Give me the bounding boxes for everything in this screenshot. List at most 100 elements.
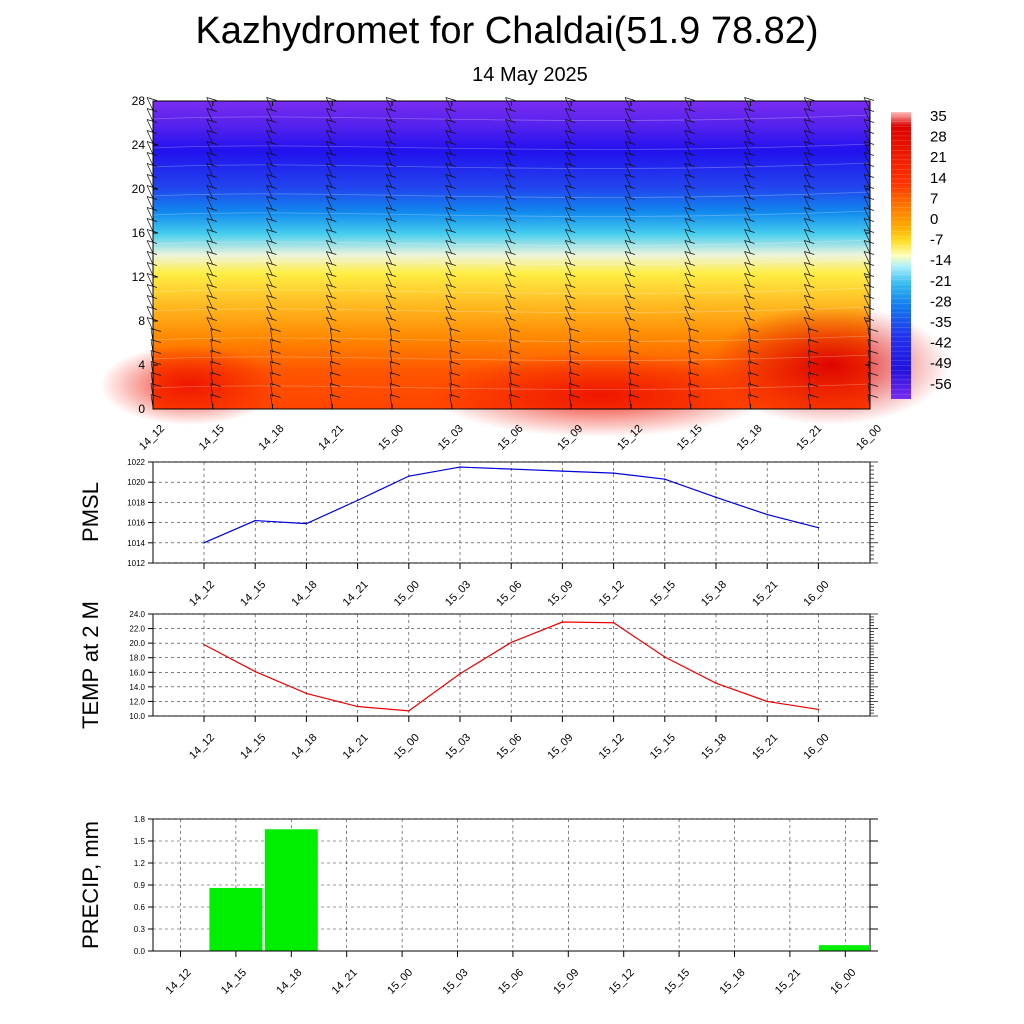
wind-barb: [688, 328, 692, 342]
x-tick-label: 14_15: [238, 732, 268, 762]
wind-barb-flag: [385, 273, 397, 277]
wind-barb: [624, 262, 632, 276]
x-tick-label: 14_15: [219, 967, 249, 997]
wind-barb: [206, 240, 214, 254]
warm-region: [100, 345, 280, 425]
wind-barb: [445, 174, 453, 188]
wind-barb: [564, 306, 572, 320]
wind-barb: [329, 328, 333, 342]
wind-barb: [266, 317, 273, 331]
wind-barb: [329, 350, 333, 364]
wind-barb-flag: [326, 306, 337, 310]
x-tick-label: 15_06: [494, 579, 524, 609]
wind-barb: [270, 350, 273, 364]
data-point: [305, 522, 308, 525]
contour-line: [152, 383, 871, 390]
y-tick-label: 1.8: [134, 815, 146, 824]
wind-barb: [748, 339, 751, 353]
wind-barb-flag: [565, 273, 576, 277]
wind-barb: [807, 328, 811, 342]
wind-barb: [445, 229, 453, 243]
wind-barb-flag: [744, 229, 755, 233]
wind-barb: [325, 240, 333, 254]
wind-barb-flag: [206, 152, 217, 156]
y-tick-label: 1.2: [134, 859, 146, 868]
data-point: [254, 670, 256, 673]
wind-barb-flag: [146, 97, 158, 101]
wind-barb-flag: [206, 108, 217, 112]
wind-barb: [270, 372, 273, 386]
data-point: [408, 710, 410, 712]
wind-barb-flag: [744, 97, 755, 101]
wind-barb: [266, 273, 273, 287]
wind-barb: [146, 174, 154, 188]
wind-barb-flag: [266, 295, 277, 299]
wind-barb: [266, 218, 273, 232]
wind-barb: [505, 141, 512, 155]
wind-barb-flag: [445, 251, 456, 255]
wind-barb: [863, 229, 871, 243]
wind-barb-flag: [445, 317, 456, 321]
wind-barb: [445, 251, 453, 265]
wind-barb-flag: [445, 262, 456, 266]
wind-barb: [688, 361, 692, 375]
wind-barb: [505, 130, 512, 144]
wind-barb-flag: [445, 97, 456, 101]
colorbar-tick-label: -7: [930, 232, 943, 249]
wind-barb: [146, 284, 154, 298]
wind-barb: [628, 339, 632, 353]
wind-barb: [564, 196, 572, 210]
wind-barb: [146, 141, 154, 155]
wind-barb: [624, 273, 632, 287]
data-point: [356, 499, 359, 502]
wind-barb: [206, 174, 214, 188]
wind-barb: [146, 262, 154, 276]
wind-barb: [624, 108, 632, 122]
wind-barb-flag: [326, 141, 337, 145]
wind-barb: [684, 295, 692, 309]
warm-region: [710, 305, 950, 425]
wind-barb: [445, 207, 453, 221]
wind-barb-flag: [744, 240, 755, 244]
contour-line: [152, 354, 871, 361]
wind-barb: [803, 185, 811, 199]
wind-barb: [863, 207, 871, 221]
wind-barb-flag: [146, 295, 158, 299]
wind-barb: [385, 229, 393, 243]
wind-barb: [445, 130, 453, 144]
wind-barb: [744, 218, 751, 232]
wind-barb-flag: [505, 218, 516, 222]
wind-barb-flag: [445, 306, 456, 310]
wind-barb-flag: [744, 262, 755, 266]
wind-barb: [206, 229, 214, 243]
wind-barb-flag: [266, 317, 277, 321]
colorbar-tick-label: -14: [930, 252, 952, 269]
wind-barb: [146, 119, 154, 133]
wind-barb: [146, 108, 154, 122]
colorbar-tick-label: -28: [930, 293, 952, 310]
y-tick-label: 20.0: [129, 639, 145, 648]
wind-barb: [329, 361, 333, 375]
wind-barb: [863, 240, 871, 254]
contour-line: [152, 114, 871, 121]
wind-barb-flag: [565, 317, 576, 321]
wind-barb-flag: [863, 130, 875, 134]
wind-barb-flag: [684, 108, 695, 112]
wind-barb-flag: [266, 185, 277, 189]
wind-barb-flag: [863, 306, 875, 310]
wind-barb: [509, 383, 512, 397]
data-point: [459, 466, 461, 468]
x-tick-label: 15_21: [750, 579, 780, 609]
wind-barb-flag: [326, 295, 337, 299]
wind-barb-flag: [863, 207, 875, 211]
wind-barb-flag: [505, 240, 516, 244]
wind-barb-flag: [565, 196, 576, 200]
x-tick-label: 15_00: [376, 423, 406, 453]
wind-barb: [564, 97, 572, 111]
wind-barb: [445, 196, 453, 210]
data-point: [510, 468, 512, 470]
wind-barb-flag: [445, 240, 456, 244]
wind-barb: [505, 207, 512, 221]
wind-barb-flag: [326, 229, 337, 233]
